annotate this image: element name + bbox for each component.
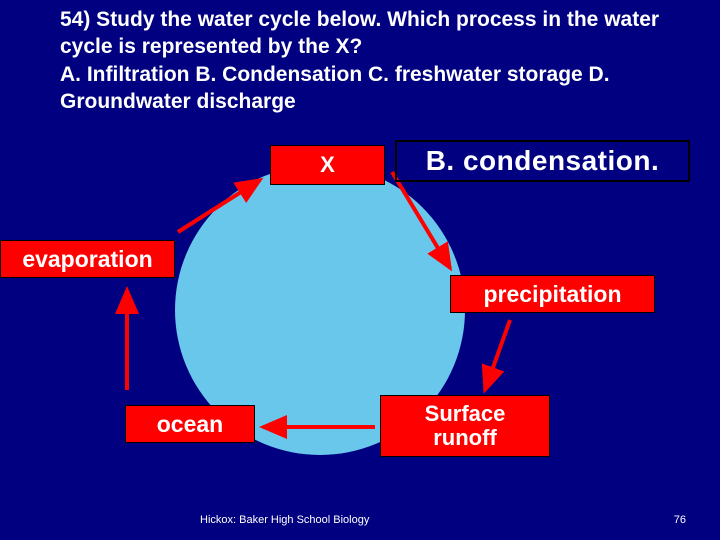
label-evaporation: evaporation — [0, 240, 175, 278]
label-ocean: ocean — [125, 405, 255, 443]
label-runoff: Surface runoff — [380, 395, 550, 457]
label-precipitation: precipitation — [450, 275, 655, 313]
label-x: X — [270, 145, 385, 185]
answer-box: B. condensation. — [395, 140, 690, 182]
footer-text: Hickox: Baker High School Biology — [200, 514, 369, 526]
page-number: 76 — [674, 514, 686, 526]
